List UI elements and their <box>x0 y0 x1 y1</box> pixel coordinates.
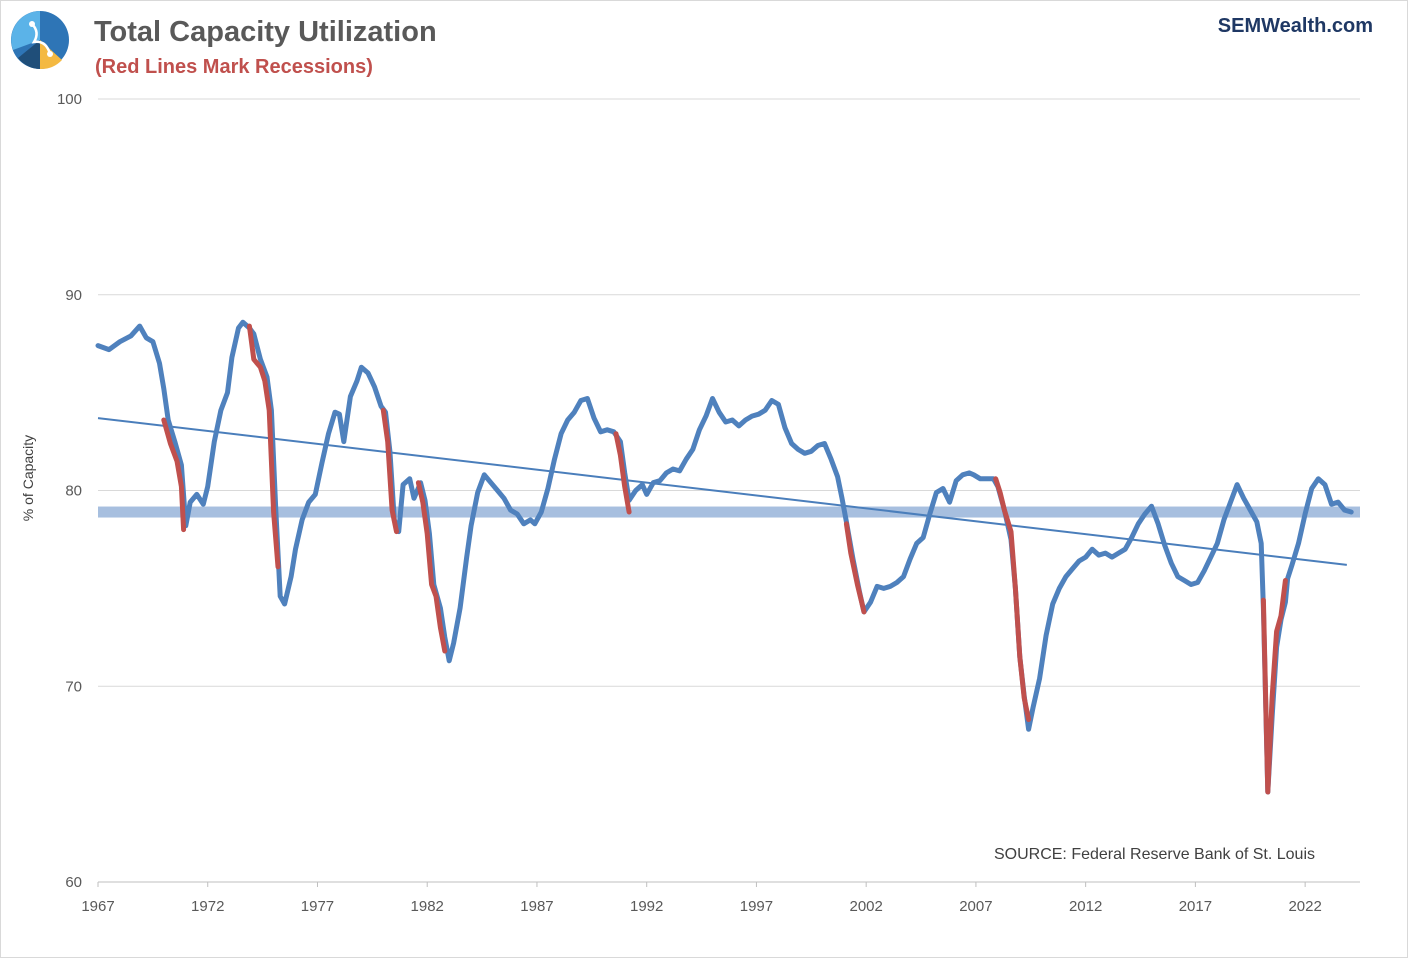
recession-segment-8 <box>1260 578 1288 795</box>
y-tick-label: 90 <box>65 287 82 304</box>
x-tick-label: 1997 <box>740 898 773 915</box>
y-tick-label: 100 <box>57 91 82 108</box>
x-tick-label: 1977 <box>301 898 334 915</box>
y-tick-label: 70 <box>65 678 82 695</box>
chart-title: Total Capacity Utilization <box>94 16 437 48</box>
reference-band <box>98 506 1360 518</box>
x-tick-label: 1967 <box>81 898 114 915</box>
source-note: SOURCE: Federal Reserve Bank of St. Loui… <box>993 846 1315 863</box>
x-tick-label: 2012 <box>1069 898 1102 915</box>
y-tick-label: 80 <box>65 483 82 500</box>
x-tick-label: 1982 <box>411 898 444 915</box>
series-line-capacity-utilization <box>95 319 1354 795</box>
x-tick-label: 1972 <box>191 898 224 915</box>
brand-link[interactable]: SEMWealth.com <box>1217 15 1373 37</box>
trend-line <box>97 417 1347 566</box>
recession-segment-6 <box>843 521 867 615</box>
recession-segment-1 <box>161 417 187 533</box>
recession-segment-7 <box>993 476 1032 722</box>
x-tick-label: 2022 <box>1288 898 1321 915</box>
x-tick-label: 1992 <box>630 898 663 915</box>
x-tick-label: 2017 <box>1179 898 1212 915</box>
recession-segment-5 <box>613 431 632 515</box>
x-tick-label: 1987 <box>520 898 553 915</box>
semwealth-logo-icon <box>11 11 69 70</box>
recession-segment-4 <box>415 480 448 654</box>
y-tick-label: 60 <box>65 874 82 891</box>
chart-subtitle: (Red Lines Mark Recessions) <box>95 56 373 78</box>
recession-segment-2 <box>246 323 281 570</box>
x-tick-label: 2002 <box>849 898 882 915</box>
recession-segment-3 <box>380 407 399 535</box>
x-tick-label: 2007 <box>959 898 992 915</box>
